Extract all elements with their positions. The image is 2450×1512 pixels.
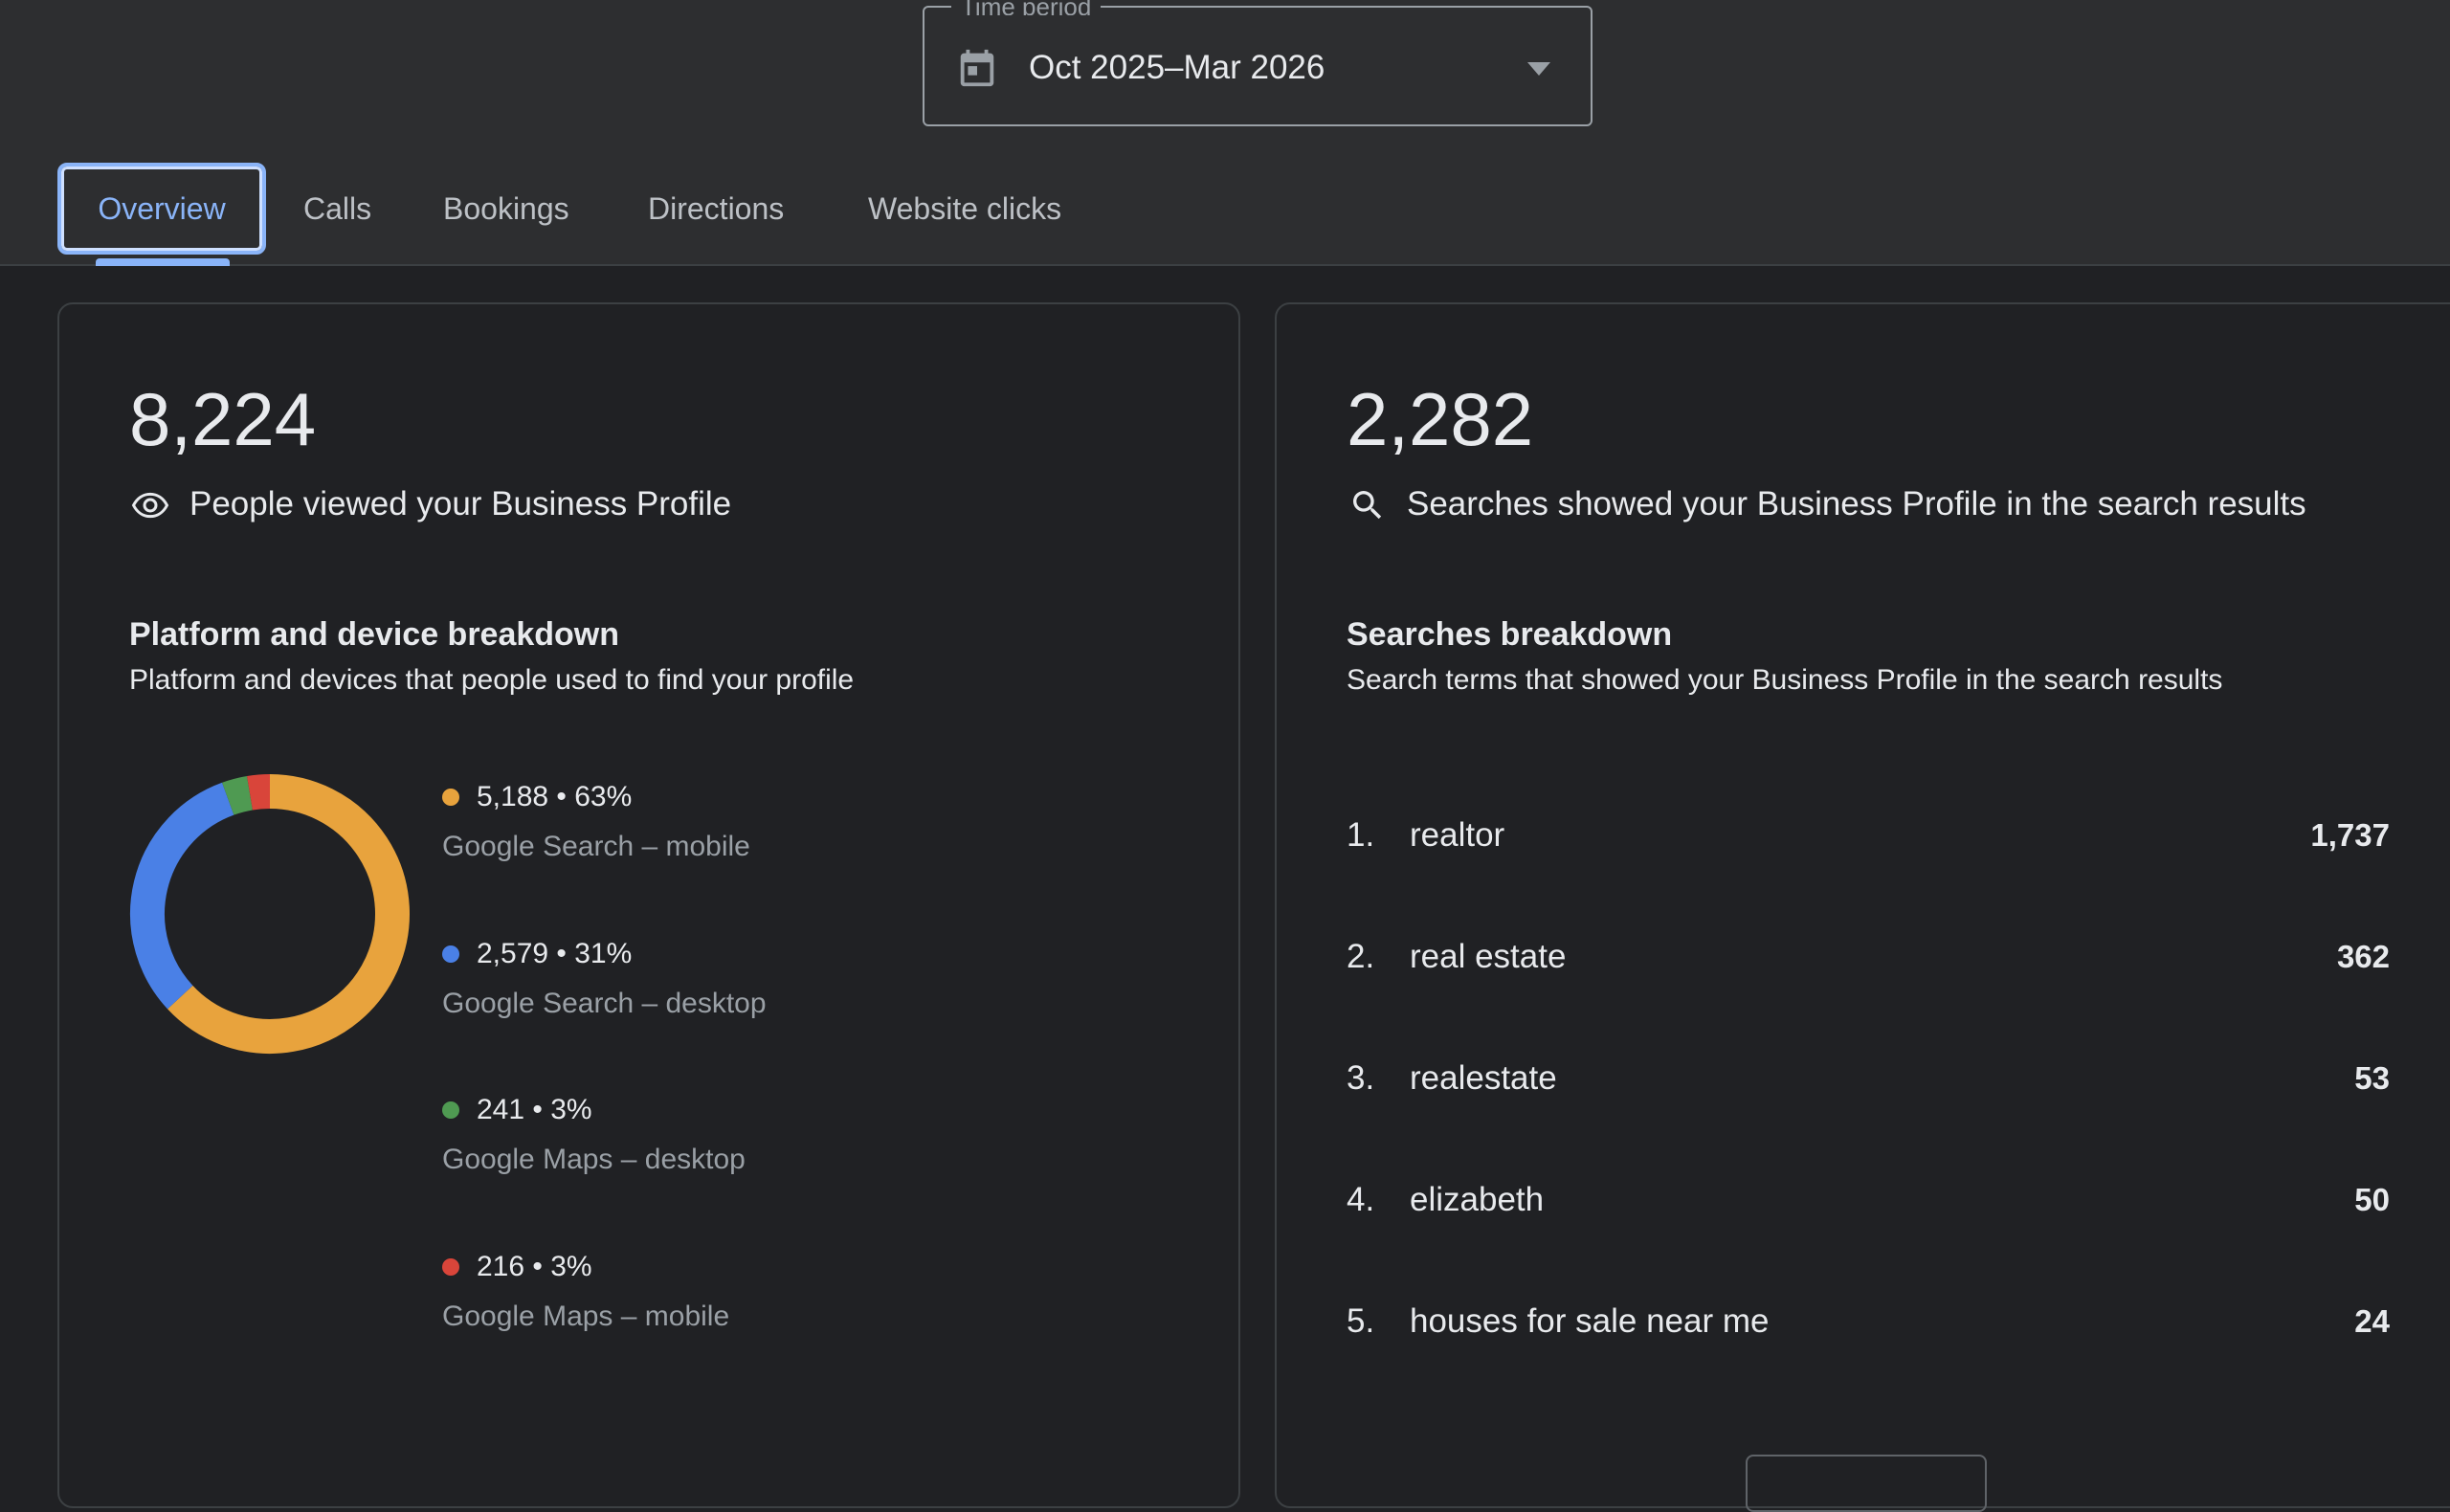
term-text: houses for sale near me <box>1410 1302 1770 1340</box>
term-text: elizabeth <box>1410 1181 1545 1218</box>
term-count: 50 <box>2354 1182 2390 1217</box>
term-text: realestate <box>1410 1059 1557 1097</box>
legend-name: Google Search – desktop <box>442 988 767 1019</box>
legend-name: Google Maps – mobile <box>442 1301 730 1332</box>
donut-slice-1 <box>167 774 410 1054</box>
term-count: 1,737 <box>2310 817 2390 853</box>
search-term-row: 1. realtor 1,737 <box>1347 807 2390 864</box>
searches-card: 2,282 Searches showed your Business Prof… <box>1275 302 2450 1512</box>
tab-overview[interactable]: Overview <box>57 163 266 255</box>
donut-slice-4 <box>247 774 271 811</box>
legend-name: Google Search – mobile <box>442 831 750 862</box>
platform-breakdown-title: Platform and device breakdown <box>129 616 620 653</box>
legend-name: Google Maps – desktop <box>442 1144 746 1175</box>
search-term-row: 4. elizabeth 50 <box>1347 1171 2390 1229</box>
searches-label: Searches showed your Business Profile in… <box>1407 485 2306 523</box>
platform-breakdown-subtitle: Platform and devices that people used to… <box>129 664 855 696</box>
legend-dot <box>442 1101 459 1119</box>
term-text: realtor <box>1410 816 1505 854</box>
term-count: 24 <box>2354 1303 2390 1339</box>
calendar-icon <box>960 49 994 87</box>
time-period-select[interactable]: Time period Oct 2025–Mar 2026 <box>923 0 1592 126</box>
legend-dot <box>442 789 459 806</box>
time-period-value: Oct 2025–Mar 2026 <box>1029 49 1325 86</box>
views-count: 8,224 <box>129 377 317 461</box>
donut-slice-3 <box>222 775 254 815</box>
eye-icon <box>131 492 169 519</box>
tab-directions[interactable]: Directions <box>648 191 785 226</box>
views-label: People viewed your Business Profile <box>189 485 732 523</box>
search-icon <box>1353 491 1382 520</box>
tab-website-clicks[interactable]: Website clicks <box>868 191 1062 226</box>
legend-value: 241 • 3% <box>477 1094 592 1125</box>
donut-slice-2 <box>130 782 234 1010</box>
searches-breakdown-subtitle: Search terms that showed your Business P… <box>1347 664 2223 696</box>
searches-count: 2,282 <box>1347 377 1534 461</box>
term-rank: 3. <box>1347 1059 1375 1097</box>
term-rank: 1. <box>1347 816 1375 854</box>
time-period-label: Time period <box>951 0 1102 15</box>
dropdown-arrow-icon <box>1527 62 1550 76</box>
top-bar: Time period Oct 2025–Mar 2026 Overview C… <box>0 0 2450 266</box>
platform-donut-chart <box>130 774 410 1054</box>
term-count: 53 <box>2354 1060 2390 1096</box>
term-rank: 2. <box>1347 938 1375 975</box>
search-term-row: 2. real estate 362 <box>1347 928 2390 986</box>
term-rank: 5. <box>1347 1302 1375 1340</box>
see-more-button[interactable] <box>1746 1455 1987 1512</box>
legend-dot <box>442 1258 459 1276</box>
legend-value: 216 • 3% <box>477 1251 592 1282</box>
profile-views-card: 8,224 People viewed your Business Profil… <box>57 302 1240 1508</box>
term-count: 362 <box>2336 939 2390 974</box>
term-rank: 4. <box>1347 1181 1375 1218</box>
legend-value: 5,188 • 63% <box>477 781 633 812</box>
legend-dot <box>442 945 459 963</box>
legend-value: 2,579 • 31% <box>477 938 633 969</box>
tab-calls[interactable]: Calls <box>303 191 372 226</box>
active-tab-indicator <box>96 258 230 266</box>
tab-bookings[interactable]: Bookings <box>443 191 569 226</box>
term-text: real estate <box>1410 938 1567 975</box>
searches-breakdown-title: Searches breakdown <box>1347 616 1673 653</box>
search-term-row: 5. houses for sale near me 24 <box>1347 1293 2390 1350</box>
search-term-row: 3. realestate 53 <box>1347 1050 2390 1107</box>
